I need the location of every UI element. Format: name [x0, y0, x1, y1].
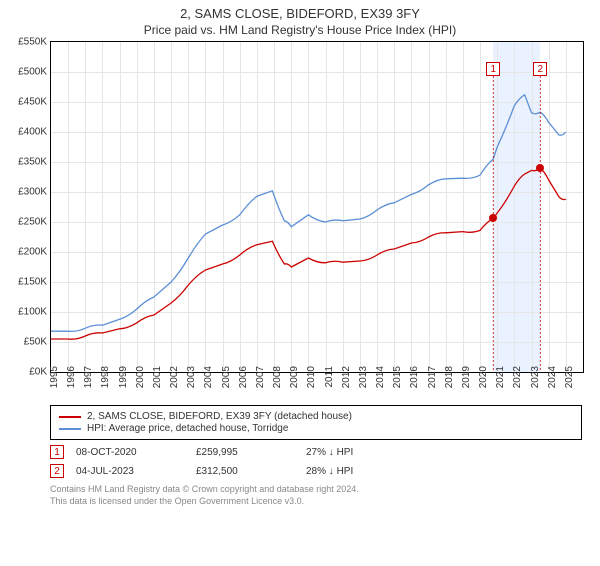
legend: 2, SAMS CLOSE, BIDEFORD, EX39 3FY (detac… [50, 405, 582, 478]
series-hpi [51, 95, 566, 332]
sale-marker-1: 1 [50, 445, 64, 459]
y-tick-label: £350K [3, 157, 47, 168]
y-tick-label: £450K [3, 97, 47, 108]
footer-line-1: Contains HM Land Registry data © Crown c… [50, 484, 582, 496]
y-tick-label: £50K [3, 337, 47, 348]
legend-label: HPI: Average price, detached house, Torr… [87, 423, 288, 434]
sale-diff: 28% ↓ HPI [306, 466, 406, 477]
y-tick-label: £400K [3, 127, 47, 138]
chart-marker-1: 1 [486, 62, 500, 76]
series-svg [51, 42, 583, 372]
sale-date: 08-OCT-2020 [76, 447, 196, 458]
sale-price: £312,500 [196, 466, 306, 477]
y-tick-label: £300K [3, 187, 47, 198]
y-tick-label: £150K [3, 277, 47, 288]
legend-box: 2, SAMS CLOSE, BIDEFORD, EX39 3FY (detac… [50, 405, 582, 440]
price-chart: £0K£50K£100K£150K£200K£250K£300K£350K£40… [50, 41, 582, 399]
legend-item: 2, SAMS CLOSE, BIDEFORD, EX39 3FY (detac… [59, 411, 573, 422]
sale-row: 1 08-OCT-2020£259,99527% ↓ HPI [50, 445, 582, 459]
legend-item: HPI: Average price, detached house, Torr… [59, 423, 573, 434]
chart-marker-2: 2 [533, 62, 547, 76]
legend-swatch [59, 416, 81, 418]
sale-dot [536, 164, 544, 172]
y-tick-label: £250K [3, 217, 47, 228]
series-price_paid [51, 168, 566, 339]
y-tick-label: £200K [3, 247, 47, 258]
footer: Contains HM Land Registry data © Crown c… [50, 484, 582, 507]
sale-row: 2 04-JUL-2023£312,50028% ↓ HPI [50, 464, 582, 478]
y-tick-label: £500K [3, 67, 47, 78]
sale-dot [489, 214, 497, 222]
page-title: 2, SAMS CLOSE, BIDEFORD, EX39 3FY [0, 6, 600, 21]
sales-list: 1 08-OCT-2020£259,99527% ↓ HPI 2 04-JUL-202… [50, 445, 582, 478]
y-tick-label: £100K [3, 307, 47, 318]
plot-area: £0K£50K£100K£150K£200K£250K£300K£350K£40… [50, 41, 584, 373]
sale-price: £259,995 [196, 447, 306, 458]
legend-label: 2, SAMS CLOSE, BIDEFORD, EX39 3FY (detac… [87, 411, 352, 422]
sale-marker-2: 2 [50, 464, 64, 478]
y-tick-label: £0K [3, 367, 47, 378]
page-subtitle: Price paid vs. HM Land Registry's House … [0, 23, 600, 37]
legend-swatch [59, 428, 81, 430]
sale-diff: 27% ↓ HPI [306, 447, 406, 458]
sale-date: 04-JUL-2023 [76, 466, 196, 477]
footer-line-2: This data is licensed under the Open Gov… [50, 496, 582, 508]
y-tick-label: £550K [3, 37, 47, 48]
